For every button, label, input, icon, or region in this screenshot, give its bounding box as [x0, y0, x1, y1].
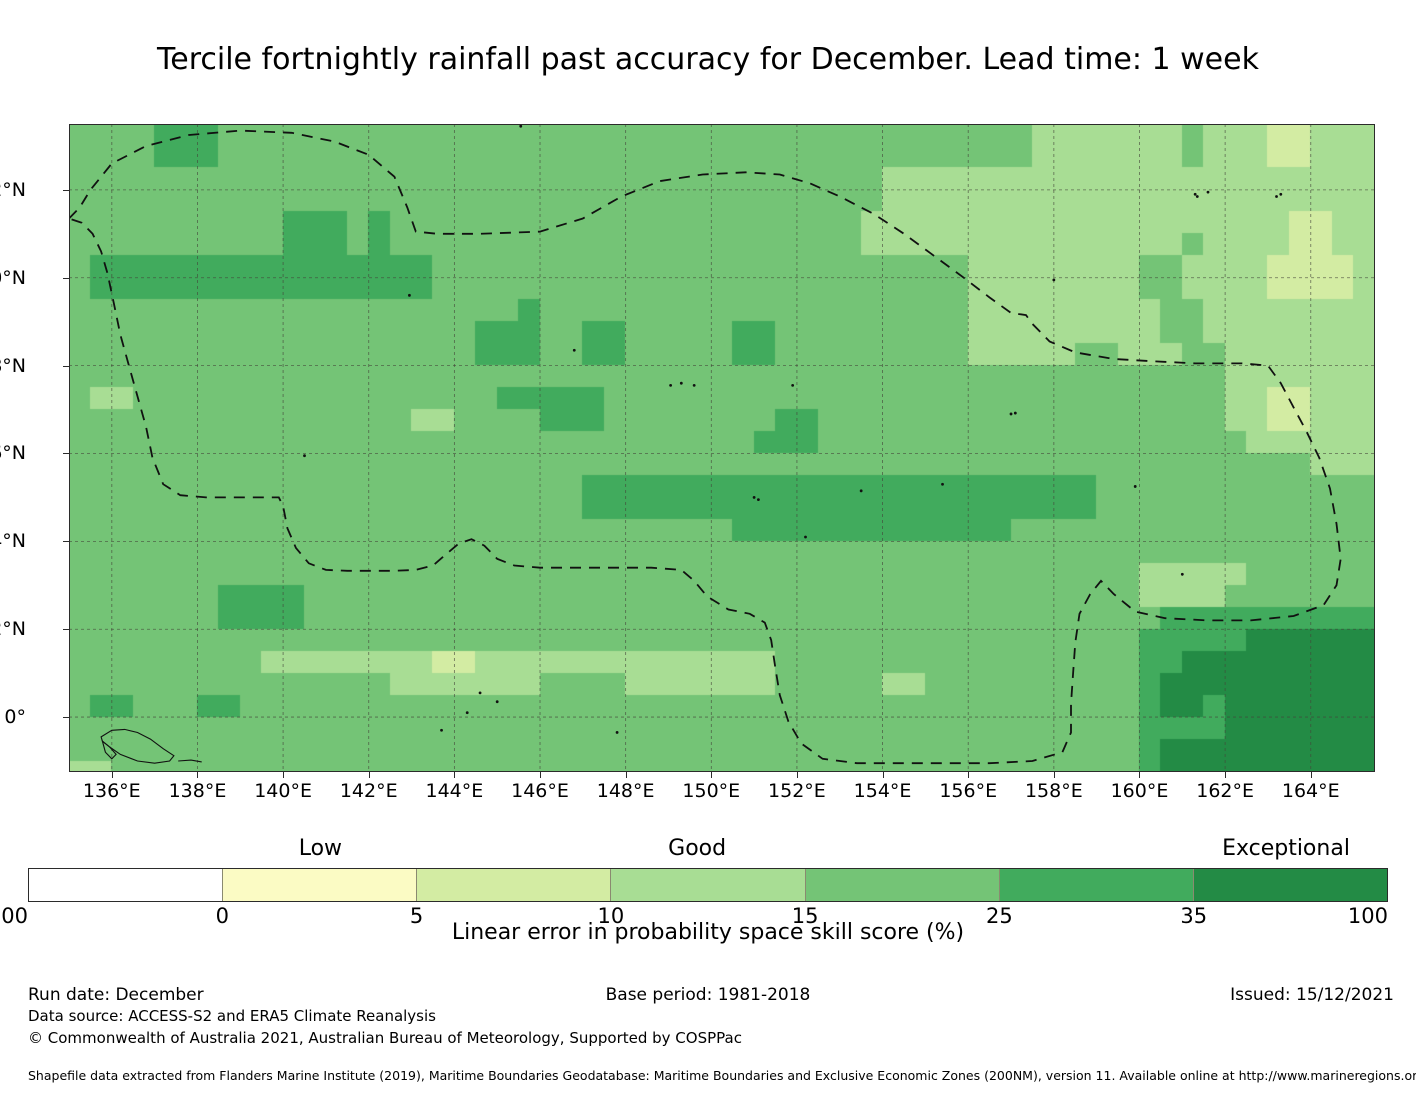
x-axis-tick-mark [111, 772, 113, 778]
x-axis-tick-mark [283, 772, 285, 778]
y-axis-tick-label: 8°N [0, 354, 26, 377]
colorbar-category-label: Low [298, 836, 343, 861]
colorbar-segment-6 [1192, 869, 1387, 901]
data-source-text: Data source: ACCESS-S2 and ERA5 Climate … [28, 1007, 436, 1025]
x-axis-tick-label: 152°E [768, 780, 826, 802]
x-axis-tick-mark [711, 772, 713, 778]
x-axis-tick-mark [625, 772, 627, 778]
footer: Run date: December Base period: 1981-201… [0, 985, 1416, 1051]
colorbar-tick-label: 0 [215, 904, 229, 928]
x-axis-tick-label: 148°E [596, 780, 655, 802]
x-axis-tick-label: 164°E [1281, 780, 1340, 802]
x-axis-tick-mark [882, 772, 884, 778]
y-axis-tick-mark [63, 453, 69, 455]
colorbar-segment-0 [29, 869, 223, 901]
y-axis-tick-label: 12°N [0, 178, 26, 201]
colorbar-segment-5 [998, 869, 1193, 901]
y-axis-tick-label: 2°N [0, 618, 26, 641]
page-title: Tercile fortnightly rainfall past accura… [157, 42, 1259, 77]
colorbar-tick-label: 5 [409, 904, 424, 928]
x-axis-tick-label: 136°E [82, 780, 141, 802]
x-axis-tick-mark [1139, 772, 1141, 778]
x-axis-tick-mark [1310, 772, 1312, 778]
colorbar-segment-2 [416, 869, 611, 901]
x-axis-tick-label: 144°E [425, 780, 484, 802]
y-axis-tick-mark [63, 365, 69, 367]
y-axis-tick-mark [63, 189, 69, 191]
x-axis-tick-label: 142°E [339, 780, 398, 802]
colorbar-category-label: Good [668, 836, 727, 861]
x-axis-tick-label: 140°E [254, 780, 312, 802]
footer-row-primary: Run date: December Base period: 1981-201… [0, 985, 1416, 1007]
base-period-text: Base period: 1981-2018 [605, 985, 811, 1005]
x-axis-tick-label: 150°E [682, 780, 741, 802]
run-date-text: Run date: December [28, 985, 204, 1005]
shapefile-note-text: Shapefile data extracted from Flanders M… [28, 1068, 1416, 1083]
copyright-text: © Commonwealth of Australia 2021, Austra… [28, 1029, 742, 1047]
x-axis-tick-label: 162°E [1196, 780, 1255, 802]
issued-date-text: Issued: 15/12/2021 [1230, 985, 1394, 1005]
x-axis-tick-label: 158°E [1024, 780, 1083, 802]
colorbar-axis-label: Linear error in probability space skill … [451, 920, 965, 945]
eez-boundary-line [69, 129, 1342, 765]
y-axis-tick-mark [63, 629, 69, 631]
x-axis-tick-mark [197, 772, 199, 778]
y-axis-tick-mark [63, 277, 69, 279]
y-axis-tick-label: 10°N [0, 266, 26, 289]
y-axis-tick-label: 6°N [0, 442, 26, 465]
y-axis-tick-label: 4°N [0, 530, 26, 553]
x-axis-tick-mark [968, 772, 970, 778]
x-axis-tick-mark [1053, 772, 1055, 778]
colorbar-wrapper: -100 0 5 10 15 25 35 100 Low Good Exceptional [0, 836, 1388, 928]
y-axis-tick-mark [63, 541, 69, 543]
x-axis-tick-label: 160°E [1110, 780, 1169, 802]
footer-row-copyright: © Commonwealth of Australia 2021, Austra… [0, 1029, 1416, 1051]
x-axis-tick-mark [368, 772, 370, 778]
x-axis-tick-mark [454, 772, 456, 778]
y-axis-tick-label: 0° [4, 706, 26, 729]
x-axis-tick-label: 156°E [939, 780, 998, 802]
skill-score-heatmap [69, 124, 1375, 772]
map-figure: 12°N 10°N 8°N 6°N 4°N 2°N 0° 136°E 138°E 140°E 142… [0, 124, 1375, 802]
map-vector-overlay [69, 124, 1375, 772]
coastline-outlines [100, 124, 1283, 764]
x-axis-tick-mark [796, 772, 798, 778]
colorbar-tick-label: 25 [986, 904, 1013, 928]
colorbar-tick-label: 100 [1347, 904, 1388, 928]
x-axis-tick-label: 146°E [511, 780, 569, 802]
footer-row-source: Data source: ACCESS-S2 and ERA5 Climate … [0, 1007, 1416, 1029]
colorbar-tick-label: 35 [1180, 904, 1208, 928]
colorbar-segment-1 [222, 869, 417, 901]
y-axis-tick-mark [63, 717, 69, 719]
x-axis-tick-mark [1225, 772, 1227, 778]
x-axis-tick-label: 138°E [168, 780, 227, 802]
x-axis-tick-mark [540, 772, 542, 778]
colorbar-tick-label: 15 [791, 904, 819, 928]
colorbar-segment-4 [804, 869, 999, 901]
map-gridlines [69, 124, 1375, 772]
colorbar-category-label: Exceptional [1222, 836, 1350, 861]
colorbar-tick-label: 10 [597, 904, 625, 928]
colorbar-tick-label: -100 [0, 904, 28, 928]
skill-score-colorbar [28, 868, 1388, 902]
colorbar-segment-3 [610, 869, 805, 901]
x-axis-tick-label: 154°E [853, 780, 912, 802]
